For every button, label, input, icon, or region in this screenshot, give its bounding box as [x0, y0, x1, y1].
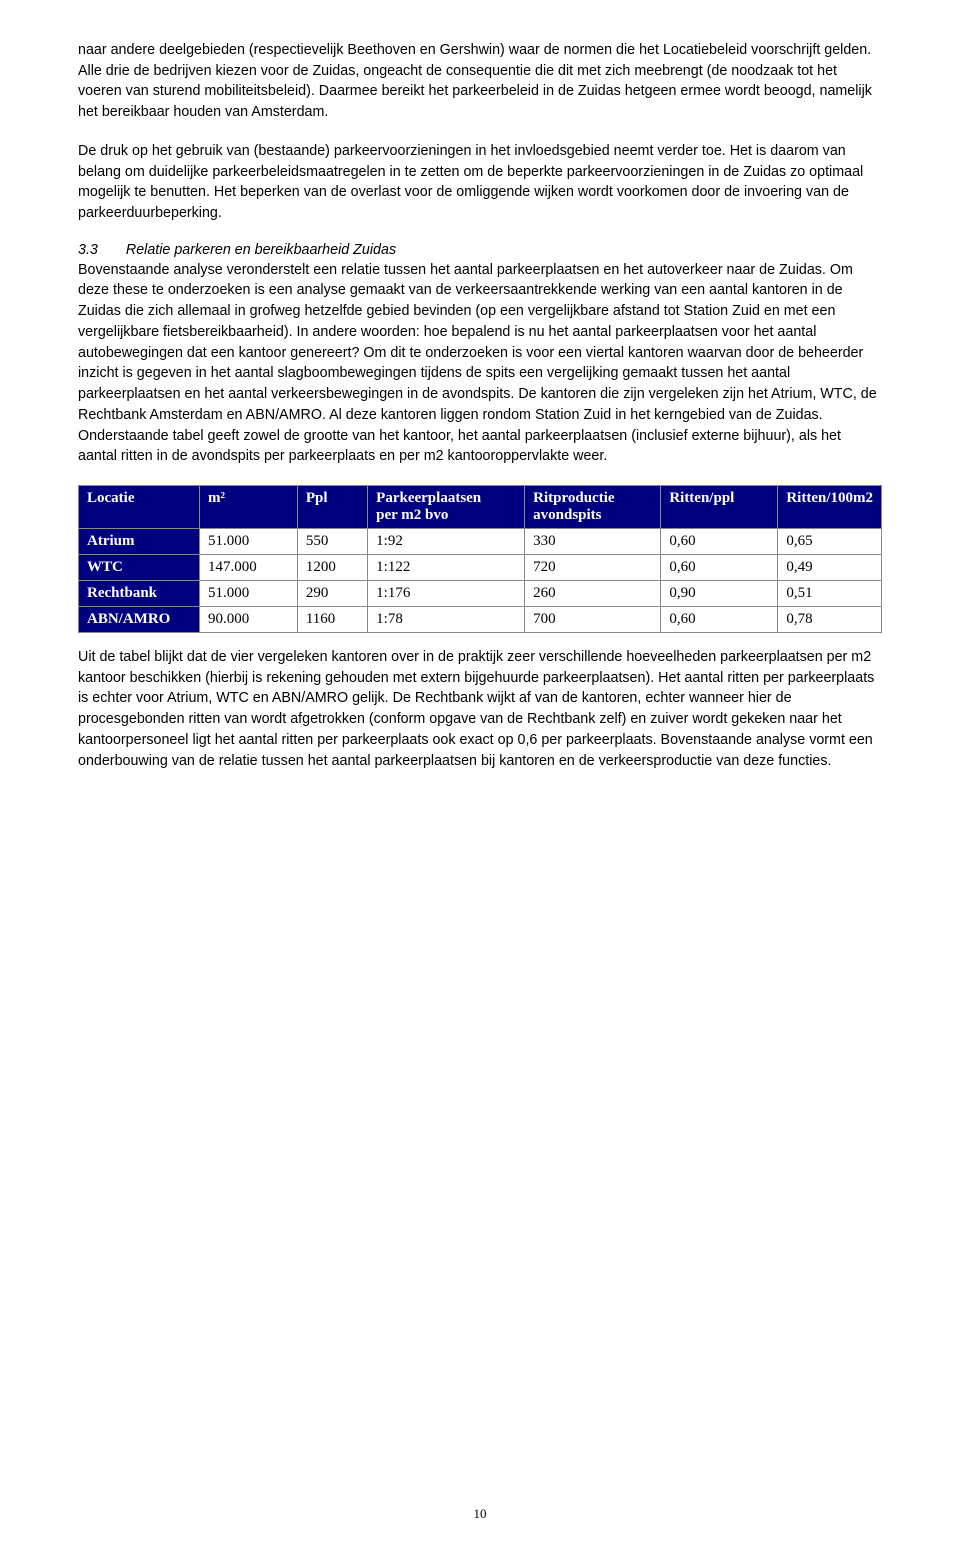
cell-ppm: 1:92 [368, 528, 525, 554]
col-locatie: Locatie [79, 485, 200, 528]
col-ritproductie-l1: Ritproductie [533, 490, 614, 506]
cell-ppm: 1:176 [368, 580, 525, 606]
col-ritten-100m2: Ritten/100m2 [778, 485, 882, 528]
col-ritten-ppl: Ritten/ppl [661, 485, 778, 528]
col-parkeerplaatsen-l2: per m2 bvo [376, 507, 516, 524]
page-container: naar andere deelgebieden (respectievelij… [0, 0, 960, 1552]
cell-loc: ABN/AMRO [79, 606, 200, 632]
paragraph-2: De druk op het gebruik van (bestaande) p… [78, 141, 882, 224]
section-heading: 3.3 Relatie parkeren en bereikbaarheid Zu… [78, 242, 882, 258]
col-parkeerplaatsen-l1: Parkeerplaatsen [376, 490, 481, 506]
cell-r100: 0,51 [778, 580, 882, 606]
col-parkeerplaatsen: Parkeerplaatsen per m2 bvo [368, 485, 525, 528]
table-header-row: Locatie m² Ppl Parkeerplaatsen per m2 bv… [79, 485, 882, 528]
cell-r100: 0,49 [778, 554, 882, 580]
cell-rppl: 0,60 [661, 528, 778, 554]
cell-m2: 51.000 [200, 580, 298, 606]
table-row: Rechtbank 51.000 290 1:176 260 0,90 0,51 [79, 580, 882, 606]
col-ritproductie-l2: avondspits [533, 507, 652, 524]
cell-loc: Atrium [79, 528, 200, 554]
cell-rit: 720 [525, 554, 661, 580]
cell-rppl: 0,90 [661, 580, 778, 606]
cell-m2: 51.000 [200, 528, 298, 554]
cell-r100: 0,65 [778, 528, 882, 554]
cell-rit: 260 [525, 580, 661, 606]
col-m2: m² [200, 485, 298, 528]
section-number: 3.3 [78, 242, 98, 258]
cell-m2: 147.000 [200, 554, 298, 580]
cell-m2: 90.000 [200, 606, 298, 632]
cell-ppm: 1:78 [368, 606, 525, 632]
table-row: WTC 147.000 1200 1:122 720 0,60 0,49 [79, 554, 882, 580]
cell-ppl: 1200 [297, 554, 367, 580]
cell-rit: 700 [525, 606, 661, 632]
cell-rit: 330 [525, 528, 661, 554]
cell-ppl: 550 [297, 528, 367, 554]
section-title: Relatie parkeren en bereikbaarheid Zuida… [126, 242, 396, 258]
cell-rppl: 0,60 [661, 606, 778, 632]
table-row: ABN/AMRO 90.000 1160 1:78 700 0,60 0,78 [79, 606, 882, 632]
paragraph-3: Bovenstaande analyse veronderstelt een r… [78, 260, 882, 467]
cell-loc: WTC [79, 554, 200, 580]
paragraph-1: naar andere deelgebieden (respectievelij… [78, 40, 882, 123]
cell-loc: Rechtbank [79, 580, 200, 606]
cell-ppl: 290 [297, 580, 367, 606]
cell-ppl: 1160 [297, 606, 367, 632]
cell-rppl: 0,60 [661, 554, 778, 580]
page-number: 10 [0, 1506, 960, 1522]
cell-ppm: 1:122 [368, 554, 525, 580]
cell-r100: 0,78 [778, 606, 882, 632]
kantoren-table: Locatie m² Ppl Parkeerplaatsen per m2 bv… [78, 485, 882, 633]
table-row: Atrium 51.000 550 1:92 330 0,60 0,65 [79, 528, 882, 554]
paragraph-4: Uit de tabel blijkt dat de vier vergelek… [78, 647, 882, 771]
col-ritproductie: Ritproductie avondspits [525, 485, 661, 528]
col-ppl: Ppl [297, 485, 367, 528]
